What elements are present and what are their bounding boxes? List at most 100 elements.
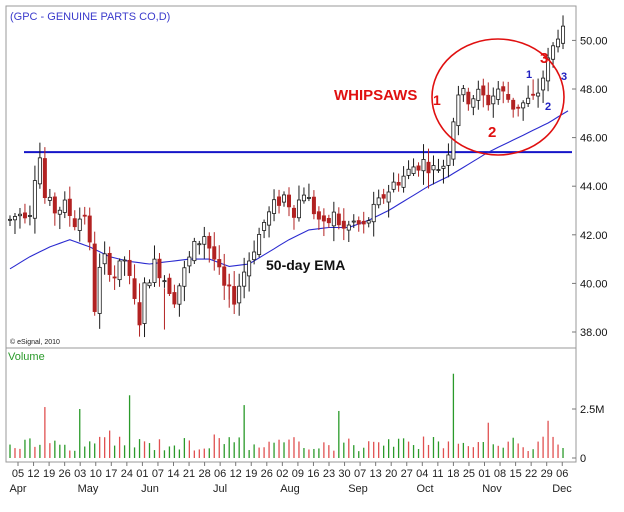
- candle: [262, 219, 267, 239]
- candle: [282, 191, 287, 207]
- x-tick-label: 11: [432, 468, 443, 480]
- month-label: Jun: [141, 483, 159, 495]
- x-tick-label: 09: [292, 468, 304, 480]
- candle: [301, 187, 306, 204]
- red-label-3: 3: [540, 50, 548, 67]
- candle: [296, 185, 301, 222]
- candle: [22, 203, 27, 224]
- x-tick-label: 18: [447, 468, 459, 480]
- candle: [396, 173, 401, 192]
- candle: [232, 271, 237, 315]
- candle: [172, 284, 177, 308]
- candle: [92, 231, 97, 316]
- x-tick-label: 30: [338, 468, 350, 480]
- candle: [97, 253, 102, 329]
- x-axis: 05 12 19 26 03 10 17 24 01 07 14 21 28 06 12 19 26 02 09 16…: [9, 462, 572, 495]
- x-tick-label: 19: [245, 468, 257, 480]
- x-tick-label: 06: [214, 468, 226, 480]
- blue-label-3: 3: [561, 71, 567, 83]
- candle: [511, 97, 516, 118]
- red-label-1: 1: [433, 92, 441, 108]
- x-tick-label: 29: [541, 468, 553, 480]
- volume-tick-label: 2.5M: [580, 404, 604, 416]
- candle: [496, 81, 501, 105]
- month-label: Sep: [348, 483, 368, 495]
- candle: [336, 207, 341, 230]
- price-tick-label: 42.00: [580, 230, 608, 242]
- candle: [17, 207, 22, 229]
- candle: [67, 186, 72, 227]
- candle: [456, 85, 461, 136]
- candle: [411, 158, 416, 177]
- candle: [546, 47, 551, 92]
- month-label: Oct: [416, 483, 433, 495]
- candle: [461, 84, 466, 102]
- whipsaws-label: WHIPSAWS: [334, 87, 417, 104]
- candle: [87, 207, 92, 251]
- price-tick-label: 40.00: [580, 278, 608, 290]
- candle: [371, 191, 376, 237]
- x-tick-label: 26: [261, 468, 273, 480]
- candle: [316, 206, 321, 230]
- candle: [526, 85, 531, 108]
- candle: [481, 78, 486, 108]
- candle: [7, 215, 12, 226]
- candle: [117, 258, 122, 287]
- price-tick-label: 48.00: [580, 84, 608, 96]
- candle: [361, 211, 366, 234]
- candle: [47, 188, 52, 206]
- month-label: Dec: [552, 483, 572, 495]
- x-tick-label: 16: [307, 468, 319, 480]
- x-tick-label: 27: [401, 468, 413, 480]
- copyright-label: © eSignal, 2010: [10, 338, 60, 346]
- x-tick-label: 12: [230, 468, 242, 480]
- candle: [132, 264, 137, 305]
- candle: [551, 42, 556, 68]
- x-tick-label: 07: [354, 468, 366, 480]
- candle: [436, 158, 441, 173]
- candle: [536, 78, 541, 108]
- candle: [491, 87, 496, 118]
- candle: [62, 191, 67, 219]
- candle: [321, 208, 326, 237]
- chart-title: (GPC - GENUINE PARTS CO,D): [10, 11, 170, 23]
- candle: [202, 226, 207, 259]
- candle: [351, 214, 356, 229]
- x-tick-label: 03: [74, 468, 86, 480]
- candle: [306, 183, 311, 202]
- x-tick-label: 07: [152, 468, 164, 480]
- candle: [311, 190, 316, 220]
- x-tick-label: 10: [90, 468, 102, 480]
- candle: [401, 166, 406, 193]
- x-tick-label: 21: [183, 468, 195, 480]
- price-tick-label: 44.00: [580, 181, 608, 193]
- x-tick-label: 15: [509, 468, 521, 480]
- x-tick-label: 01: [478, 468, 490, 480]
- x-tick-label: 22: [525, 468, 537, 480]
- candle: [207, 232, 212, 263]
- x-tick-label: 01: [136, 468, 148, 480]
- candle: [391, 172, 396, 193]
- candle: [32, 165, 37, 234]
- candle: [82, 206, 87, 225]
- month-label: May: [78, 483, 99, 495]
- candle: [267, 206, 272, 238]
- candle: [486, 82, 491, 111]
- x-tick-label: 05: [12, 468, 24, 480]
- candle: [476, 80, 481, 110]
- volume-label: Volume: [8, 351, 45, 363]
- candle: [416, 162, 421, 177]
- candle: [277, 189, 282, 214]
- candle: [27, 205, 32, 226]
- ema-50-line: [9, 110, 569, 270]
- price-tick-label: 46.00: [580, 133, 608, 145]
- x-tick-label: 28: [198, 468, 210, 480]
- candle: [37, 142, 42, 189]
- price-tick-label: 38.00: [580, 327, 608, 339]
- x-tick-label: 08: [494, 468, 506, 480]
- candle: [107, 246, 112, 282]
- candle: [556, 29, 561, 53]
- candle: [112, 265, 117, 290]
- candle: [346, 220, 351, 243]
- candle: [142, 277, 147, 338]
